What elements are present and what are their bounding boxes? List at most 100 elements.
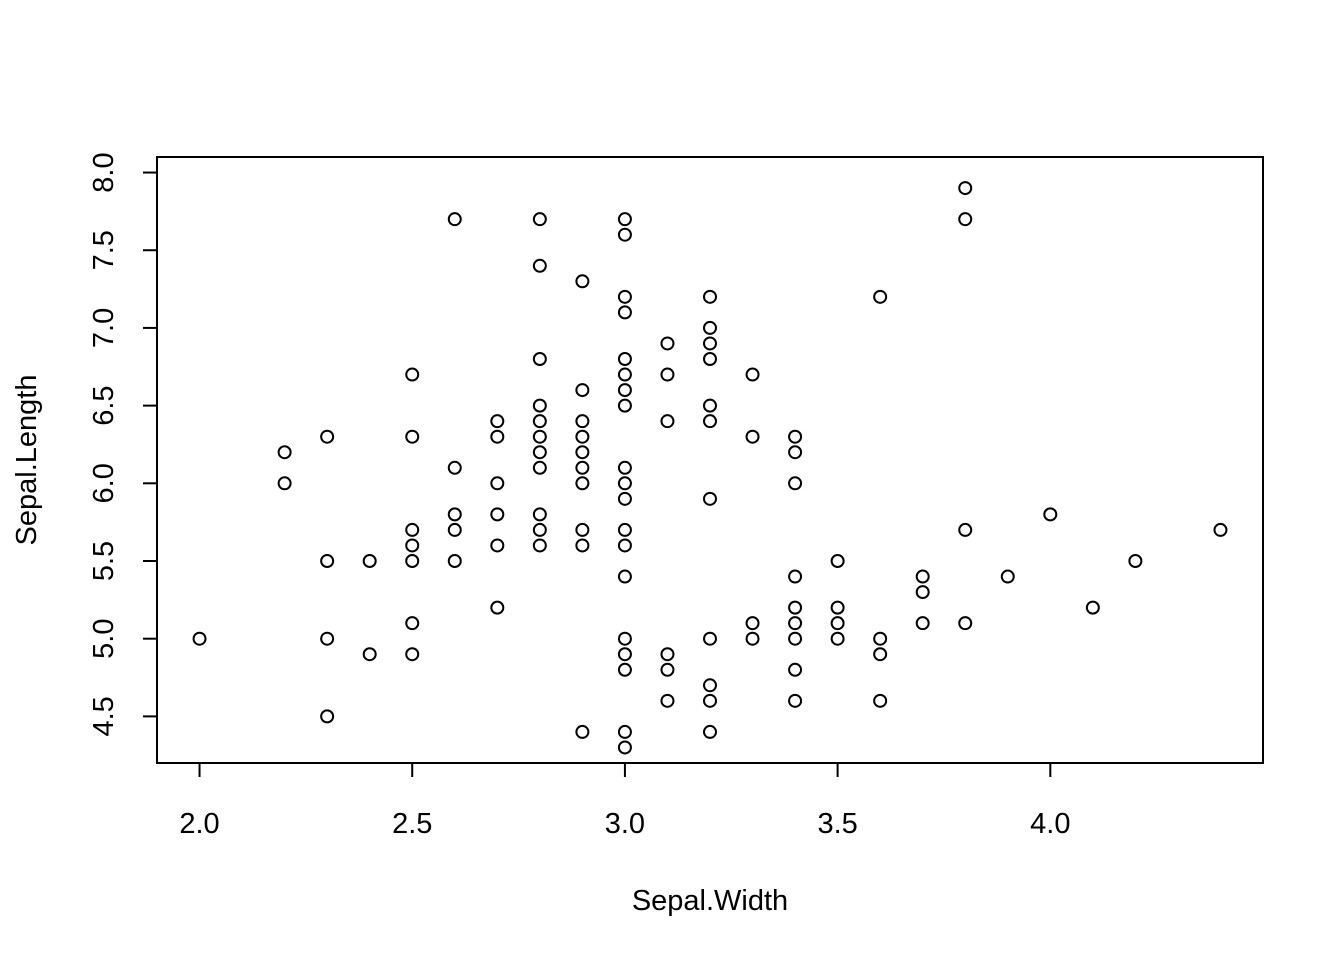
data-point — [1043, 507, 1058, 522]
data-point — [788, 662, 803, 677]
data-point — [617, 476, 632, 491]
data-point — [660, 414, 675, 429]
data-point — [405, 616, 420, 631]
data-point — [703, 631, 717, 646]
data-point — [958, 616, 973, 631]
data-point — [617, 227, 632, 242]
data-point — [1213, 522, 1228, 537]
data-point — [617, 367, 632, 382]
y-tick-label: 6.5 — [88, 385, 120, 425]
data-point — [532, 538, 547, 553]
data-point — [490, 429, 505, 444]
data-point — [660, 367, 675, 382]
data-point — [532, 507, 547, 522]
data-point — [617, 538, 632, 553]
data-point — [703, 336, 717, 351]
data-point — [788, 569, 803, 584]
data-point — [575, 274, 590, 289]
data-point — [490, 414, 505, 429]
data-point — [660, 662, 675, 677]
data-point — [788, 693, 803, 708]
data-point — [447, 507, 462, 522]
data-point — [617, 383, 632, 398]
x-tick-label: 2.0 — [179, 808, 219, 840]
data-point — [575, 538, 590, 553]
data-point — [617, 212, 632, 227]
data-point — [1085, 600, 1100, 615]
data-point — [703, 320, 717, 335]
data-point — [703, 678, 717, 693]
y-tick-label: 6.0 — [88, 463, 120, 503]
data-point — [617, 724, 632, 739]
data-point — [915, 569, 930, 584]
data-point — [745, 616, 760, 631]
data-point — [405, 429, 420, 444]
data-point — [745, 429, 760, 444]
x-tick-label: 4.0 — [1030, 808, 1070, 840]
data-point — [745, 631, 760, 646]
data-point — [660, 647, 675, 662]
y-tick-label: 5.0 — [88, 619, 120, 659]
data-point — [575, 429, 590, 444]
data-point — [405, 522, 420, 537]
data-point — [575, 522, 590, 537]
data-point — [830, 554, 845, 568]
data-point — [617, 569, 632, 584]
data-point — [788, 631, 803, 646]
data-point — [575, 414, 590, 429]
data-point — [617, 647, 632, 662]
data-point — [1000, 569, 1015, 584]
data-point — [447, 212, 462, 227]
data-point — [405, 647, 420, 662]
y-tick-label: 7.5 — [88, 230, 120, 270]
data-point — [320, 554, 335, 568]
data-point — [958, 522, 973, 537]
data-point — [830, 631, 845, 646]
data-point — [532, 522, 547, 537]
data-point — [788, 445, 803, 460]
y-tick-label: 5.5 — [88, 541, 120, 581]
data-point — [873, 289, 888, 304]
data-point — [532, 414, 547, 429]
data-point — [617, 740, 632, 755]
data-point — [405, 538, 420, 553]
data-point — [192, 631, 207, 646]
data-point — [532, 445, 547, 460]
data-point — [873, 647, 888, 662]
data-point — [617, 352, 632, 366]
y-tick-label: 7.0 — [88, 308, 120, 348]
data-point — [617, 289, 632, 304]
data-point — [447, 522, 462, 537]
y-tick-label: 4.5 — [88, 696, 120, 736]
x-tick-label: 2.5 — [392, 808, 432, 840]
data-point — [320, 631, 335, 646]
data-point — [830, 616, 845, 631]
data-point — [873, 631, 888, 646]
data-point — [320, 709, 335, 724]
data-point — [405, 367, 420, 382]
data-point — [362, 554, 377, 568]
data-point — [617, 491, 632, 506]
data-point — [490, 476, 505, 491]
data-point — [873, 693, 888, 708]
data-point — [788, 476, 803, 491]
data-point — [277, 445, 292, 460]
data-point — [405, 554, 420, 568]
data-point — [915, 585, 930, 600]
data-point — [958, 212, 973, 227]
data-point — [532, 429, 547, 444]
data-point — [788, 429, 803, 444]
y-axis: 4.5 5.0 5.5 6.0 6.5 7.0 7.5 8.0 — [88, 152, 158, 737]
data-point — [617, 662, 632, 677]
data-point — [490, 600, 505, 615]
x-axis: 2.0 2.5 3.0 3.5 4.0 — [179, 762, 1070, 840]
x-tick-label: 3.5 — [817, 808, 857, 840]
data-point — [1128, 554, 1143, 568]
data-point — [617, 460, 632, 475]
data-point — [660, 693, 675, 708]
data-points — [192, 181, 1228, 755]
y-axis-label: Sepal.Length — [11, 375, 43, 546]
data-point — [703, 398, 717, 413]
data-point — [490, 538, 505, 553]
